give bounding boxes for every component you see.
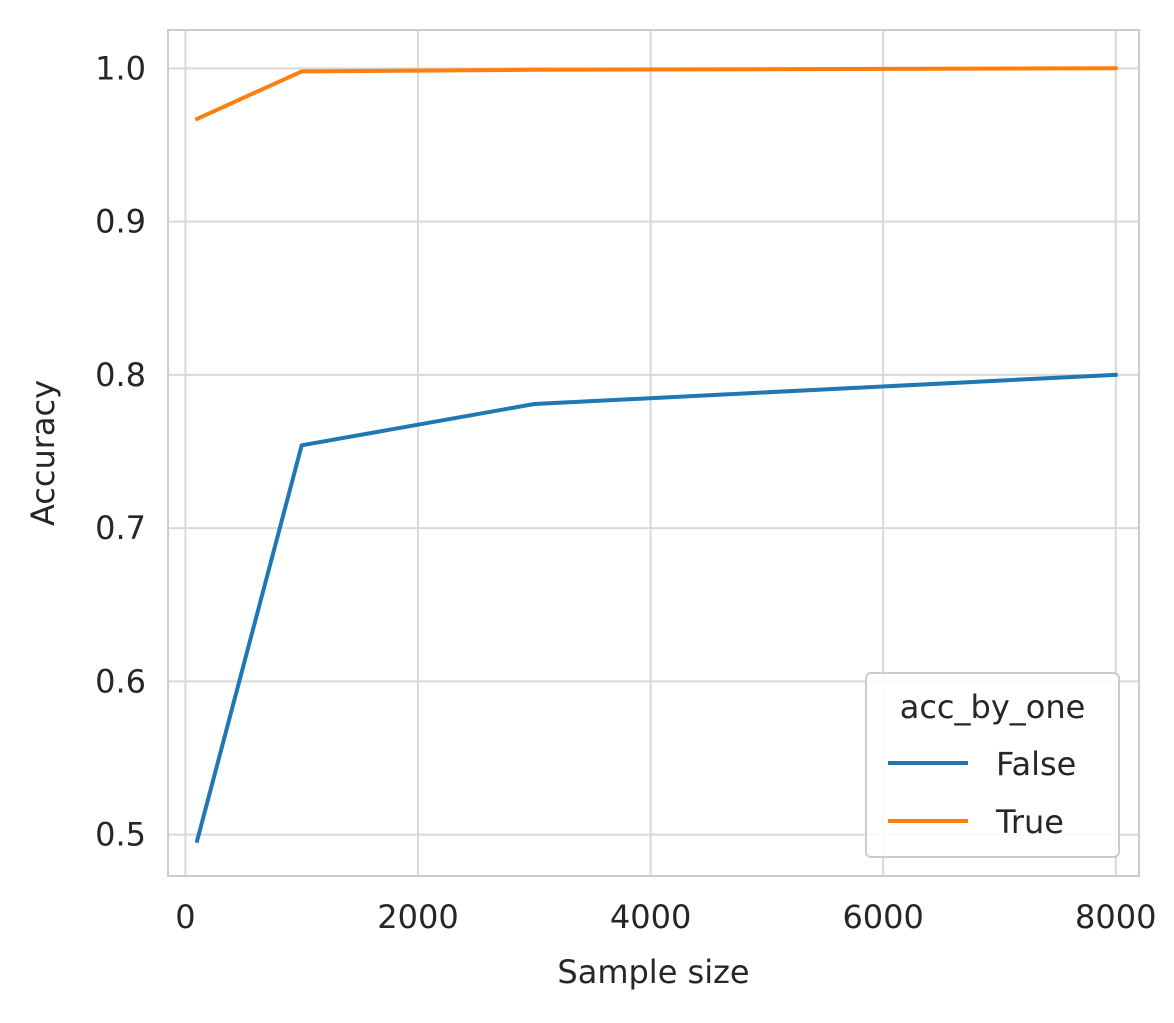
- y-tick-label: 0.9: [95, 203, 146, 241]
- y-axis-label: Accuracy: [24, 380, 62, 526]
- x-axis-label: Sample size: [557, 953, 749, 991]
- tick-labels: 0 2000 4000 6000 8000 0.5 0.6 0.7 0.8 0.9 1.0: [95, 49, 1156, 936]
- series-line-true: [194, 66, 1118, 122]
- y-tick-label: 0.8: [95, 356, 146, 394]
- x-tick-label: 8000: [1075, 898, 1156, 936]
- legend-label-false: False: [996, 745, 1076, 783]
- x-tick-label: 2000: [377, 898, 458, 936]
- series-lines: [194, 66, 1118, 844]
- y-tick-label: 0.6: [95, 662, 146, 700]
- y-tick-label: 1.0: [95, 49, 146, 87]
- legend-label-true: True: [995, 803, 1064, 841]
- legend-title: acc_by_one: [900, 688, 1086, 726]
- x-tick-label: 6000: [842, 898, 923, 936]
- y-tick-label: 0.5: [95, 816, 146, 854]
- plot-frame: [167, 29, 1140, 877]
- x-tick-label: 4000: [610, 898, 691, 936]
- legend-box: [865, 672, 1120, 858]
- x-tick-label: 0: [175, 898, 195, 936]
- series-line-false: [194, 372, 1118, 844]
- grid-lines: [168, 30, 1139, 876]
- legend-entries: False True: [888, 745, 1076, 841]
- legend[interactable]: acc_by_one False True: [865, 672, 1120, 858]
- y-tick-label: 0.7: [95, 509, 146, 547]
